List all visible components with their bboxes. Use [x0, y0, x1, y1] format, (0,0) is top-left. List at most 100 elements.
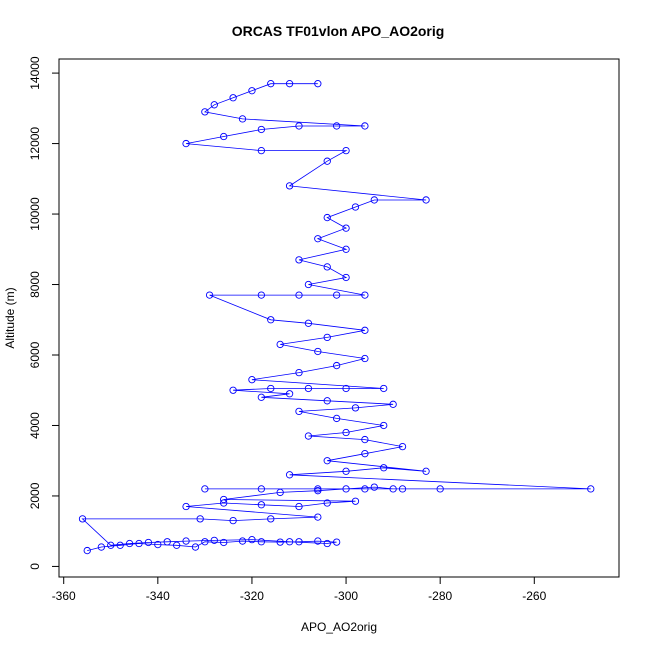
data-point: [229, 516, 237, 525]
data-point: [314, 487, 322, 495]
data-point: [172, 541, 181, 549]
data-point: [97, 543, 106, 551]
data-point: [332, 361, 341, 370]
y-axis: 0 2000 4000 6000 8000 10000 12000 14000: [28, 56, 59, 570]
series-line: [81, 83, 591, 551]
data-point: [182, 537, 190, 545]
data-point: [370, 483, 378, 491]
data-point: [163, 538, 171, 546]
data-point: [267, 316, 275, 324]
x-tick-label: -280: [428, 589, 452, 603]
data-point: [314, 537, 322, 545]
data-point: [323, 213, 331, 222]
data-point: [342, 467, 350, 475]
data-point: [422, 467, 430, 475]
data-point: [332, 414, 341, 423]
data-point: [295, 368, 303, 377]
y-tick-label: 4000: [28, 412, 42, 439]
data-point: [436, 485, 444, 493]
data-point: [587, 485, 595, 493]
data-point: [342, 146, 350, 155]
data-point: [276, 538, 284, 546]
data-point: [323, 499, 331, 507]
y-tick-label: 0: [28, 563, 42, 570]
data-point: [210, 101, 218, 109]
plot-frame: [58, 58, 620, 578]
data-point: [323, 457, 331, 465]
data-point: [220, 495, 228, 504]
data-point: [83, 546, 91, 555]
data-point: [351, 404, 360, 412]
data-point: [380, 464, 388, 472]
data-point: [182, 139, 190, 148]
data-point: [342, 384, 350, 393]
data-point: [229, 94, 237, 102]
data-point: [389, 485, 397, 493]
x-tick-label: -320: [240, 589, 264, 603]
data-point: [210, 536, 218, 545]
y-axis-label: Altitude (m): [3, 287, 17, 348]
data-point: [257, 291, 266, 299]
data-point: [220, 538, 228, 547]
data-point: [361, 326, 369, 334]
series-points: [78, 80, 595, 555]
data-point: [361, 435, 369, 444]
data-point: [295, 291, 303, 299]
data-point: [380, 384, 388, 393]
data-point: [295, 407, 303, 416]
data-point: [267, 80, 275, 88]
data-point: [323, 539, 331, 548]
data-point: [220, 132, 228, 141]
data-point: [398, 485, 407, 493]
data-point: [257, 538, 266, 546]
x-axis: -360 -340 -320 -300 -280 -260: [52, 577, 547, 603]
data-point: [361, 291, 369, 299]
data-point: [116, 541, 124, 549]
data-point: [285, 390, 294, 398]
x-tick-label: -260: [522, 589, 546, 603]
data-point: [257, 485, 266, 493]
data-point: [370, 196, 378, 204]
data-point: [323, 397, 331, 405]
data-point: [295, 122, 303, 130]
data-point: [342, 245, 350, 253]
data-point: [267, 515, 275, 523]
data-point: [285, 538, 294, 546]
data-point: [342, 428, 350, 437]
data-point: [285, 182, 294, 190]
data-point: [295, 256, 303, 264]
data-point: [380, 421, 388, 430]
data-point: [285, 471, 294, 479]
data-point: [257, 393, 266, 401]
data-point: [238, 115, 247, 123]
data-point: [248, 376, 256, 384]
y-tick-label: 12000: [28, 127, 42, 161]
data-point: [342, 224, 350, 232]
data-point: [78, 515, 87, 523]
y-tick-label: 8000: [28, 271, 42, 298]
x-tick-label: -360: [52, 589, 76, 603]
data-point: [191, 543, 200, 551]
data-point: [342, 485, 350, 493]
data-point: [201, 108, 209, 116]
data-point: [361, 485, 369, 493]
y-tick-label: 2000: [28, 482, 42, 509]
data-point: [107, 541, 115, 549]
y-tick-label: 10000: [28, 197, 42, 231]
data-point: [220, 499, 228, 507]
y-tick-label: 14000: [28, 56, 42, 90]
data-point: [332, 538, 341, 546]
data-point: [257, 146, 266, 155]
data-point: [422, 196, 430, 204]
data-point: [342, 273, 350, 282]
data-point: [125, 539, 134, 548]
chart-title: ORCAS TF01vlon APO_AO2orig: [232, 23, 445, 39]
data-point: [304, 319, 313, 327]
x-tick-label: -340: [146, 589, 170, 603]
data-point: [276, 340, 284, 349]
data-point: [314, 347, 322, 356]
data-point: [304, 280, 313, 289]
data-point: [398, 442, 407, 451]
data-point: [205, 291, 214, 299]
